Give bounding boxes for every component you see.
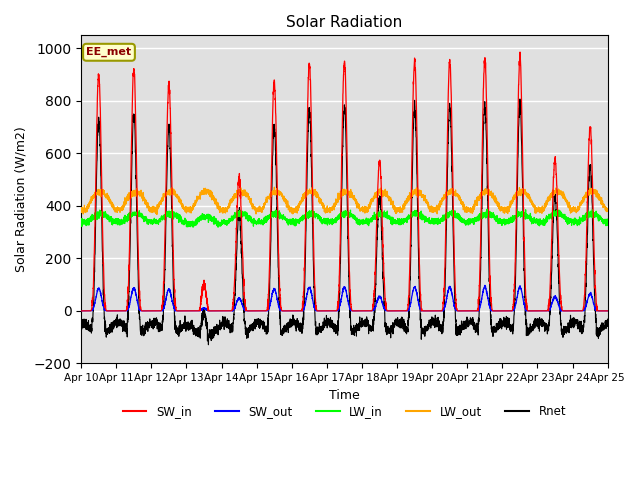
Legend: SW_in, SW_out, LW_in, LW_out, Rnet: SW_in, SW_out, LW_in, LW_out, Rnet — [118, 401, 571, 423]
X-axis label: Time: Time — [329, 389, 360, 402]
Y-axis label: Solar Radiation (W/m2): Solar Radiation (W/m2) — [15, 127, 28, 272]
Title: Solar Radiation: Solar Radiation — [286, 15, 403, 30]
Text: EE_met: EE_met — [86, 47, 132, 58]
